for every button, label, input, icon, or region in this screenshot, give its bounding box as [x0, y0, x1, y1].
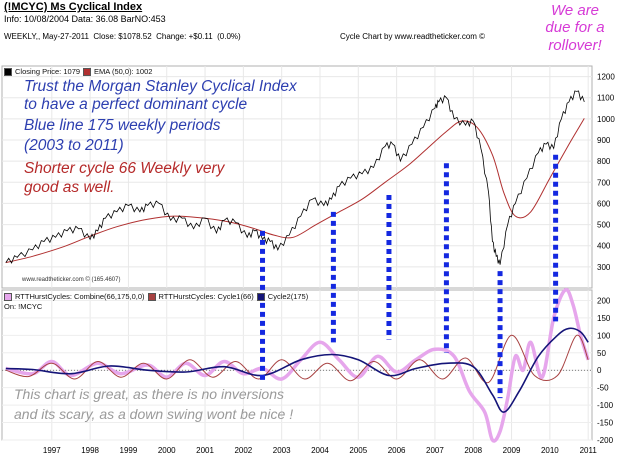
series-layer [5, 90, 590, 443]
price-watermark: www.readtheticker.com © (165.4607) [22, 277, 120, 283]
ema-swatch [83, 67, 92, 76]
x-tick-2005: 2005 [349, 446, 367, 455]
x-tick-2010: 2010 [541, 446, 559, 455]
price-y-tick-500: 500 [597, 221, 611, 230]
x-tick-1997: 1997 [43, 446, 61, 455]
cycle2-legend: Cycle2(175) [267, 292, 309, 301]
x-tick-2003: 2003 [273, 446, 291, 455]
closing-legend: Closing Price: 1079 [15, 67, 81, 76]
red-annotation-line-1: Shorter cycle 66 Weekly very [24, 160, 225, 177]
cycle1-legend: RTTHurstCycles: Cycle1(66) [158, 292, 254, 301]
watermark-text: www.readtheticker.com © [22, 277, 90, 283]
cycle-y-tick-150: 150 [597, 314, 611, 323]
period-line: WEEKLY,, May-27-2011 Close: $1078.52 Cha… [4, 32, 241, 41]
watermark-value: (165.4607) [91, 277, 121, 283]
price-legend: Closing Price: 1079 EMA (50,0): 1002 [4, 67, 152, 76]
price-y-tick-600: 600 [597, 199, 611, 208]
x-tick-2008: 2008 [464, 446, 482, 455]
price-y-tick-800: 800 [597, 157, 611, 166]
blue-annotation-line-4: (2003 to 2011) [24, 137, 124, 154]
change-value: Change: +$0.11 [156, 32, 213, 41]
cycle-y-tick-200: 200 [597, 296, 611, 305]
cycle-y-tick--100: -100 [597, 401, 614, 410]
cycle-legend: RTTHurstCycles: Combine(66,175,0,0) RTTH… [4, 292, 308, 301]
rollover-note-line-1: We are [550, 2, 600, 19]
cycle1-line [5, 334, 589, 383]
closing-price-line [5, 90, 585, 265]
cycle-y-tick--150: -150 [597, 419, 614, 428]
x-axis: 1997 1998 1999 2000 2001 2002 2003 2004 2005 2006… [43, 446, 597, 455]
cycle-y-tick-50: 50 [597, 349, 606, 358]
blue-annotation-line-1: Trust the Morgan Stanley Cyclical Index [24, 78, 297, 95]
x-tick-2001: 2001 [196, 446, 214, 455]
cycle-y-tick-0: 0 [597, 366, 602, 375]
x-tick-2000: 2000 [158, 446, 176, 455]
combine-swatch [4, 292, 12, 301]
x-tick-1998: 1998 [81, 446, 99, 455]
close-value: Close: $1078.52 [93, 32, 152, 41]
x-tick-2011: 2011 [580, 446, 598, 455]
change-percent: (0.0%) [217, 32, 241, 41]
combine-legend: RTTHurstCycles: Combine(66,175,0,0) [15, 292, 145, 301]
ema-line [5, 118, 585, 264]
blue-annotation-line-3: Blue line 175 weekly periods [24, 117, 221, 134]
cycle1-swatch [147, 292, 156, 301]
cycle-on-label: On: !MCYC [4, 302, 43, 311]
price-y-tick-400: 400 [597, 242, 611, 251]
period-label: WEEKLY,, May-27-2011 [4, 32, 89, 41]
cycle2-swatch [256, 292, 265, 301]
chart-title: (!MCYC) Ms Cyclical Index [4, 1, 143, 13]
blue-annotation-line-2: to have a perfect dominant cycle [24, 96, 248, 113]
price-panel-frame [1, 65, 593, 289]
gray-annotation-line-2: and its scary, as a down swing wont be n… [14, 406, 294, 422]
price-y-axis: 300 400 500 600 700 800 900 1000 1100 1200 [597, 73, 615, 272]
price-y-tick-1100: 1100 [597, 94, 615, 103]
x-tick-2006: 2006 [388, 446, 406, 455]
cycle-markers [260, 154, 559, 399]
red-annotation-line-2: good as well. [24, 179, 115, 196]
cycle-y-tick-100: 100 [597, 331, 611, 340]
price-y-tick-700: 700 [597, 178, 611, 187]
price-y-tick-1000: 1000 [597, 115, 615, 124]
x-tick-2009: 2009 [503, 446, 521, 455]
x-tick-2004: 2004 [311, 446, 329, 455]
cycle2-line [5, 327, 589, 413]
x-tick-1999: 1999 [120, 446, 138, 455]
ema-legend: EMA (50,0): 1002 [94, 67, 153, 76]
rollover-note-line-2: due for a [545, 19, 605, 36]
price-grid [2, 66, 592, 288]
cycle-y-tick--200: -200 [597, 436, 614, 445]
x-tick-2002: 2002 [234, 446, 252, 455]
gray-annotation-line-1: This chart is great, as there is no inve… [14, 386, 285, 402]
cycle-y-tick--50: -50 [597, 384, 609, 393]
credit-line: Cycle Chart by www.readtheticker.com © [340, 32, 486, 41]
rollover-note-line-3: rollover! [548, 37, 602, 54]
price-y-tick-300: 300 [597, 263, 611, 272]
info-line: Info: 10/08/2004 Data: 36.08 BarNO:453 [4, 14, 166, 24]
price-y-tick-900: 900 [597, 136, 611, 145]
closing-swatch [4, 67, 12, 76]
cycle-y-axis: -200 -150 -100 -50 0 50 100 150 200 [597, 296, 614, 445]
x-tick-2007: 2007 [426, 446, 444, 455]
price-y-tick-1200: 1200 [597, 73, 615, 82]
